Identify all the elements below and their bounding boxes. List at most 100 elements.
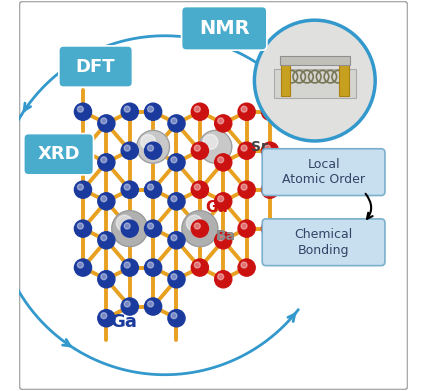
FancyBboxPatch shape <box>273 69 355 98</box>
Circle shape <box>254 20 374 141</box>
Circle shape <box>167 271 184 288</box>
Circle shape <box>147 262 153 268</box>
Circle shape <box>112 211 147 247</box>
Circle shape <box>241 106 247 112</box>
Circle shape <box>147 145 153 151</box>
Circle shape <box>170 313 176 319</box>
Circle shape <box>170 118 176 124</box>
Circle shape <box>191 259 208 276</box>
Circle shape <box>98 232 115 249</box>
Text: Ba: Ba <box>215 230 235 244</box>
Circle shape <box>98 154 115 171</box>
FancyBboxPatch shape <box>280 63 290 96</box>
Circle shape <box>199 131 231 163</box>
Circle shape <box>101 313 106 319</box>
Circle shape <box>167 193 184 210</box>
Circle shape <box>217 274 223 280</box>
Circle shape <box>74 259 91 276</box>
Circle shape <box>144 181 161 198</box>
Circle shape <box>121 298 138 315</box>
FancyBboxPatch shape <box>262 149 384 196</box>
Circle shape <box>237 103 255 120</box>
Circle shape <box>167 310 184 327</box>
Circle shape <box>144 298 161 315</box>
Circle shape <box>167 115 184 132</box>
Circle shape <box>77 184 83 190</box>
Circle shape <box>124 301 130 307</box>
Circle shape <box>186 215 202 231</box>
FancyBboxPatch shape <box>279 56 349 65</box>
Circle shape <box>121 220 138 237</box>
Circle shape <box>194 106 200 112</box>
Circle shape <box>214 232 231 249</box>
Circle shape <box>101 157 106 163</box>
Circle shape <box>237 142 255 159</box>
Circle shape <box>170 196 176 202</box>
Circle shape <box>121 142 138 159</box>
Text: DFT: DFT <box>76 57 115 75</box>
Text: Atomic Order: Atomic Order <box>282 174 364 187</box>
Circle shape <box>261 220 278 237</box>
Circle shape <box>167 154 184 171</box>
Circle shape <box>144 220 161 237</box>
Text: Ga': Ga' <box>205 200 233 215</box>
Text: XRD: XRD <box>37 145 80 163</box>
FancyBboxPatch shape <box>20 2 406 389</box>
Circle shape <box>191 181 208 198</box>
Circle shape <box>264 223 270 229</box>
Circle shape <box>74 142 91 159</box>
Circle shape <box>121 103 138 120</box>
Circle shape <box>147 301 153 307</box>
Circle shape <box>264 106 270 112</box>
Circle shape <box>101 235 106 241</box>
Circle shape <box>136 131 169 163</box>
Circle shape <box>241 184 247 190</box>
Circle shape <box>98 193 115 210</box>
Circle shape <box>147 106 153 112</box>
Circle shape <box>124 145 130 151</box>
Text: NMR: NMR <box>199 19 249 38</box>
Circle shape <box>167 232 184 249</box>
Circle shape <box>170 157 176 163</box>
Circle shape <box>264 145 270 151</box>
Circle shape <box>237 181 255 198</box>
Text: Sr: Sr <box>250 140 267 154</box>
Circle shape <box>194 145 200 151</box>
Circle shape <box>29 69 304 346</box>
Circle shape <box>191 142 208 159</box>
Circle shape <box>124 262 130 268</box>
FancyBboxPatch shape <box>262 219 384 265</box>
Circle shape <box>101 274 106 280</box>
Circle shape <box>217 118 223 124</box>
Circle shape <box>217 196 223 202</box>
Circle shape <box>261 103 278 120</box>
Circle shape <box>74 103 91 120</box>
Circle shape <box>194 184 200 190</box>
Circle shape <box>194 223 200 229</box>
Circle shape <box>191 103 208 120</box>
Circle shape <box>191 220 208 237</box>
Text: Ga: Ga <box>110 313 137 331</box>
Circle shape <box>214 193 231 210</box>
Circle shape <box>214 271 231 288</box>
Text: Chemical: Chemical <box>294 228 352 241</box>
Circle shape <box>241 223 247 229</box>
Circle shape <box>98 310 115 327</box>
Circle shape <box>147 184 153 190</box>
FancyBboxPatch shape <box>59 46 132 87</box>
Circle shape <box>214 115 231 132</box>
FancyBboxPatch shape <box>339 63 348 96</box>
Circle shape <box>74 220 91 237</box>
Circle shape <box>237 259 255 276</box>
Circle shape <box>237 220 255 237</box>
Circle shape <box>144 259 161 276</box>
Circle shape <box>261 142 278 159</box>
Circle shape <box>217 157 223 163</box>
Circle shape <box>124 106 130 112</box>
FancyArrowPatch shape <box>365 194 372 219</box>
Circle shape <box>121 181 138 198</box>
Circle shape <box>147 223 153 229</box>
Circle shape <box>203 135 217 149</box>
Circle shape <box>181 211 217 247</box>
Circle shape <box>264 184 270 190</box>
